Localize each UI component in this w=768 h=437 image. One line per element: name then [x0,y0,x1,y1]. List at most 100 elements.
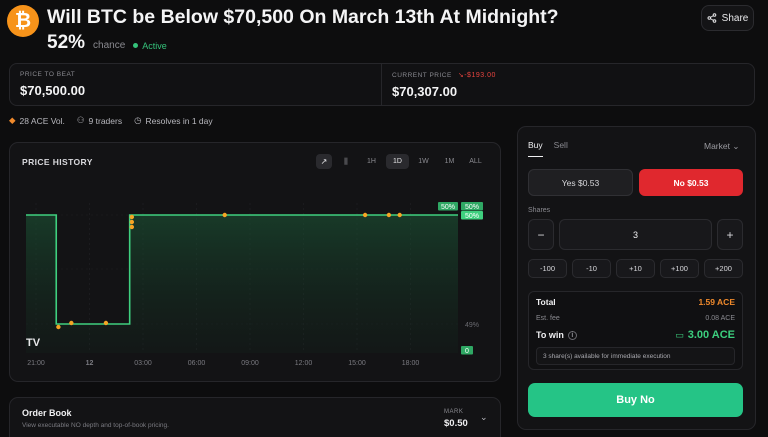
market-title: Will BTC be Below $70,500 On March 13th … [47,6,559,28]
x-tick-label: 09:00 [241,360,259,367]
chart-tools: ↗ ⫼ [316,154,354,169]
clock-icon: ◷ [134,115,142,125]
market-meta: ◆ 28 ACE Vol. ⚇ 9 traders ◷ Resolves in 1 d… [9,115,213,126]
trade-tabs: Buy Sell [528,140,568,157]
x-tick-label: 06:00 [188,360,206,367]
chance-label: chance [93,40,126,51]
price-summary: PRICE TO BEAT $70,500.00 CURRENT PRICE ↘… [9,63,755,106]
trade-marker [129,214,135,220]
chance-percent: 52% [47,32,86,53]
range-1m[interactable]: 1M [444,158,455,165]
share-button[interactable]: Share [701,5,754,31]
chance-row: 52% chance Active [47,32,167,54]
availability-note: 3 share(s) available for immediate execu… [536,347,735,365]
price-chart: 21:00 12 03:00 06:00 09:00 12:00 15:00 18:00 50%… [26,202,483,367]
total-value: 1.59 ACE [698,297,735,307]
current-price-value: $70,307.00 [392,84,458,99]
y-marker-label: 50% [465,204,479,211]
x-tick-label: 15:00 [348,360,366,367]
range-1d[interactable]: 1D [386,154,409,169]
status-badge: Active [133,41,167,51]
yes-outcome-button[interactable]: Yes $0.53 [528,169,633,196]
current-price: CURRENT PRICE ↘-$193.00 $70,307.00 [382,64,754,105]
range-1h[interactable]: 1H [367,158,376,165]
total-row: Total 1.59 ACE [536,297,735,307]
price-to-beat-value: $70,500.00 [20,83,86,98]
y-marker-badge [461,202,483,211]
trade-panel: Buy Sell Market ⌄ Yes $0.53 No $0.53 Sha… [517,126,756,430]
x-tick-label: 21:00 [27,360,45,367]
mark-value: $0.50 [444,418,468,429]
y-marker-badge [461,346,473,355]
x-tick-label: 03:00 [134,360,152,367]
series-line [26,214,458,325]
quick-plus-10[interactable]: +10 [616,259,655,278]
order-type-select[interactable]: Market ⌄ [704,141,740,151]
mark-label: MARK [444,409,464,415]
quick-plus-200[interactable]: +200 [704,259,743,278]
fee-value: 0.08 ACE [705,315,735,322]
shares-input[interactable] [559,219,712,250]
y-marker-label: 0 [465,348,469,355]
tradingview-logo: TV [26,337,41,349]
x-tick-label: 18:00 [402,360,420,367]
candlestick-icon[interactable]: ⫼ [344,156,348,166]
series-area [26,215,458,353]
trade-marker [129,224,135,230]
y-marker-label: 50% [465,213,479,220]
total-label: Total [536,297,556,307]
trade-marker [222,212,227,218]
chevron-down-icon[interactable]: ⌄ [480,412,488,422]
range-1w[interactable]: 1W [418,158,429,165]
fee-row: Est. fee 0.08 ACE [536,315,735,322]
fee-label: Est. fee [536,315,560,322]
bitcoin-logo: ₿ [7,5,39,37]
range-all[interactable]: ALL [469,158,482,165]
money-icon: ▭ [675,329,684,340]
to-win-value: 3.00 ACE [687,329,735,341]
current-price-label: CURRENT PRICE [392,71,452,79]
info-icon[interactable]: i [567,330,577,340]
trade-marker [129,219,135,225]
shares-label: Shares [528,207,551,214]
trade-marker [56,324,61,330]
line-chart-icon[interactable]: ↗ [316,154,332,169]
quick-plus-100[interactable]: +100 [660,259,699,278]
quick-minus-100[interactable]: -100 [528,259,567,278]
traders-stat: ⚇ 9 traders [76,115,123,126]
order-book-subtitle: View executable NO depth and top-of-book… [22,422,169,429]
flame-icon: ◆ [9,115,16,125]
x-tick-label: 12 [86,360,94,367]
y-marker-badge [438,202,458,211]
to-win-label: To win [536,330,564,340]
y-marker-label: 49% [465,322,479,329]
to-win-row: To win i ▭ 3.00 ACE [536,329,735,341]
price-history-card: 21:00 12 03:00 06:00 09:00 12:00 15:00 18:00 50%… [9,142,501,382]
range-selector: 1H 1D 1W 1M ALL [360,154,487,169]
trade-marker [386,212,392,218]
decrement-button[interactable]: − [528,219,554,250]
trade-marker [103,320,109,326]
status-dot-icon [133,43,139,48]
volume-stat: ◆ 28 ACE Vol. [9,115,65,126]
tab-buy[interactable]: Buy [528,140,543,157]
y-marker-label: 50% [441,204,455,211]
tab-sell[interactable]: Sell [553,140,568,150]
y-marker-badge [461,211,483,220]
trade-marker [362,212,368,218]
trend-down-icon: ↘ [457,72,465,79]
chevron-down-icon: ⌄ [732,141,740,151]
trade-marker [69,320,74,326]
increment-button[interactable]: + [717,219,743,250]
price-history-title: PRICE HISTORY [22,157,93,167]
no-outcome-button[interactable]: No $0.53 [639,169,743,196]
share-icon [707,13,716,23]
quick-minus-10[interactable]: -10 [572,259,611,278]
order-book-card[interactable]: Order Book View executable NO depth and … [9,397,501,437]
x-tick-label: 12:00 [295,360,313,367]
order-book-title: Order Book [22,408,72,418]
order-summary: Total 1.59 ACE Est. fee 0.08 ACE To win i… [528,291,743,370]
price-delta: ↘-$193.00 [457,72,496,79]
resolves-stat: ◷ Resolves in 1 day [134,115,213,126]
buy-no-button[interactable]: Buy No [528,383,743,417]
